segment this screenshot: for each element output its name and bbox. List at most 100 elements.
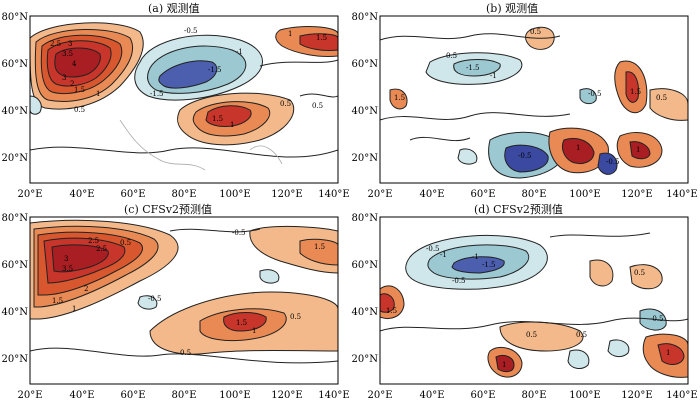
- panel-a-map: 2.5 3 3.5 4 3 2 1.5 1 0.5 -0.5 -1 -1.5 -…: [2, 12, 350, 200]
- negative-anomaly-region: [607, 339, 630, 358]
- contour-line: [380, 33, 561, 41]
- x-tick-label: 80°E: [521, 189, 546, 200]
- y-tick-label: 60°N: [2, 59, 29, 70]
- negative-anomaly-region: [137, 295, 158, 310]
- contour-label: 0.5: [656, 94, 667, 102]
- contour-label: -0.5: [650, 315, 664, 323]
- contour-line: [169, 228, 261, 233]
- positive-anomaly-region: [495, 354, 515, 373]
- panel-c-title: (c) CFSv2预测值: [124, 203, 213, 216]
- contour-label: 1: [72, 305, 76, 313]
- x-tick-label: 100°E: [569, 189, 600, 200]
- contour-label: 1: [636, 146, 640, 154]
- coastline: [119, 119, 206, 171]
- x-tick-label: 100°E: [219, 390, 250, 401]
- contour-label: 3: [64, 255, 68, 263]
- x-tick-label: 40°E: [69, 390, 94, 401]
- positive-anomaly-region: [389, 88, 408, 110]
- contour-labels: 2.5 3 3.5 2.5 2 1.5 1 0.5 -0.5 -0.5 1.5 …: [52, 229, 325, 357]
- positive-anomaly-region: [649, 88, 688, 121]
- negative-anomaly-region: [567, 349, 590, 369]
- positive-anomaly-region: [589, 259, 614, 287]
- x-tick-label: 140°E: [666, 390, 697, 401]
- contour-line: [380, 317, 688, 332]
- contour-label: 4: [72, 60, 77, 68]
- contour-label: -0.5: [452, 277, 466, 285]
- negative-anomaly-region: [457, 148, 478, 165]
- contour-label: 0.5: [634, 269, 645, 277]
- contour-label: -1: [236, 48, 243, 56]
- contour-label: 2: [84, 285, 88, 293]
- contour-label: 1: [666, 349, 670, 357]
- contour-line: [549, 232, 651, 238]
- contour-label: 0.5: [526, 331, 537, 339]
- contour-label: 1.5: [52, 297, 63, 305]
- positive-anomaly-region: [51, 244, 109, 273]
- y-tick-label: 60°N: [352, 59, 379, 70]
- negative-anomaly-region: [504, 144, 549, 173]
- contour-label: 1: [96, 90, 100, 98]
- y-tick-label: 80°N: [2, 12, 29, 23]
- contour-label: -1.5: [150, 90, 164, 98]
- x-tick-label: 80°E: [171, 390, 196, 401]
- y-tick-label: 40°N: [2, 106, 29, 117]
- contour-label: 1: [502, 361, 506, 369]
- x-tick-label: 40°E: [419, 189, 444, 200]
- x-tick-label: 60°E: [120, 390, 145, 401]
- contour-label: -1: [490, 72, 497, 80]
- x-tick-label: 140°E: [318, 189, 349, 200]
- contour-label: 1: [230, 121, 234, 129]
- contour-label: 1.5: [74, 86, 85, 94]
- contour-label: 1.5: [394, 94, 405, 102]
- y-axis-ticks: 80°N 60°N 40°N 20°N: [2, 12, 29, 164]
- contour-label: 3.5: [62, 50, 73, 58]
- contour-label: 0.5: [280, 100, 291, 108]
- x-tick-label: 100°E: [219, 189, 250, 200]
- x-tick-label: 40°E: [69, 189, 94, 200]
- contour-line: [30, 347, 338, 364]
- y-tick-label: 20°N: [2, 153, 29, 164]
- contour-label: 1: [576, 144, 580, 152]
- x-tick-label: 120°E: [621, 189, 652, 200]
- coastline: [249, 145, 283, 165]
- panel-a: (a) 观测值: [0, 0, 350, 201]
- panel-b: (b) 观测值: [350, 0, 700, 201]
- x-tick-label: 20°E: [367, 189, 392, 200]
- y-tick-label: 60°N: [2, 260, 29, 271]
- y-tick-label: 40°N: [352, 307, 379, 318]
- panel-c-map: 2.5 3 3.5 2.5 2 1.5 1 0.5 -0.5 -0.5 1.5 …: [2, 213, 350, 401]
- positive-anomaly-region: [629, 141, 651, 160]
- x-tick-label: 80°E: [521, 390, 546, 401]
- x-tick-label: 20°E: [367, 390, 392, 401]
- contour-line: [259, 59, 338, 67]
- contour-label: 1.5: [386, 307, 397, 315]
- x-tick-label: 40°E: [419, 390, 444, 401]
- contour-label: 3: [62, 74, 66, 82]
- positive-anomaly-region: [625, 71, 639, 103]
- contour-label: -1.5: [208, 66, 222, 74]
- x-axis-ticks: 20°E 40°E 60°E 80°E 100°E 120°E 140°E: [17, 390, 349, 401]
- contour-line: [30, 146, 338, 158]
- x-axis-ticks: 20°E 40°E 60°E 80°E 100°E 120°E 140°E: [367, 390, 697, 401]
- positive-anomaly-region: [54, 47, 101, 78]
- y-tick-label: 20°N: [2, 354, 29, 365]
- negative-anomaly-region: [597, 152, 618, 175]
- contour-label: 2.5: [50, 40, 61, 48]
- y-tick-label: 80°N: [2, 213, 29, 224]
- x-tick-label: 20°E: [17, 390, 42, 401]
- panel-b-title: (b) 观测值: [486, 2, 539, 15]
- contour-label: 0.5: [312, 102, 323, 110]
- contour-label: 0.5: [530, 28, 541, 36]
- y-axis-ticks: 80°N 60°N 40°N 20°N: [352, 213, 379, 365]
- contour-label: 1: [252, 327, 256, 335]
- negative-anomaly-region: [259, 269, 280, 284]
- y-tick-label: 40°N: [352, 106, 379, 117]
- negative-anomaly-region: [158, 60, 218, 89]
- contour-label: 1.5: [316, 34, 327, 42]
- x-axis-ticks: 20°E 40°E 60°E 80°E 100°E 120°E 140°E: [17, 189, 349, 200]
- y-tick-label: 40°N: [2, 307, 29, 318]
- contour-labels: 2.5 3 3.5 4 3 2 1.5 1 0.5 -0.5 -1 -1.5 -…: [50, 27, 327, 129]
- contour-label: 3.5: [62, 265, 73, 273]
- x-axis-ticks: 20°E 40°E 60°E 80°E 100°E 120°E 140°E: [367, 189, 697, 200]
